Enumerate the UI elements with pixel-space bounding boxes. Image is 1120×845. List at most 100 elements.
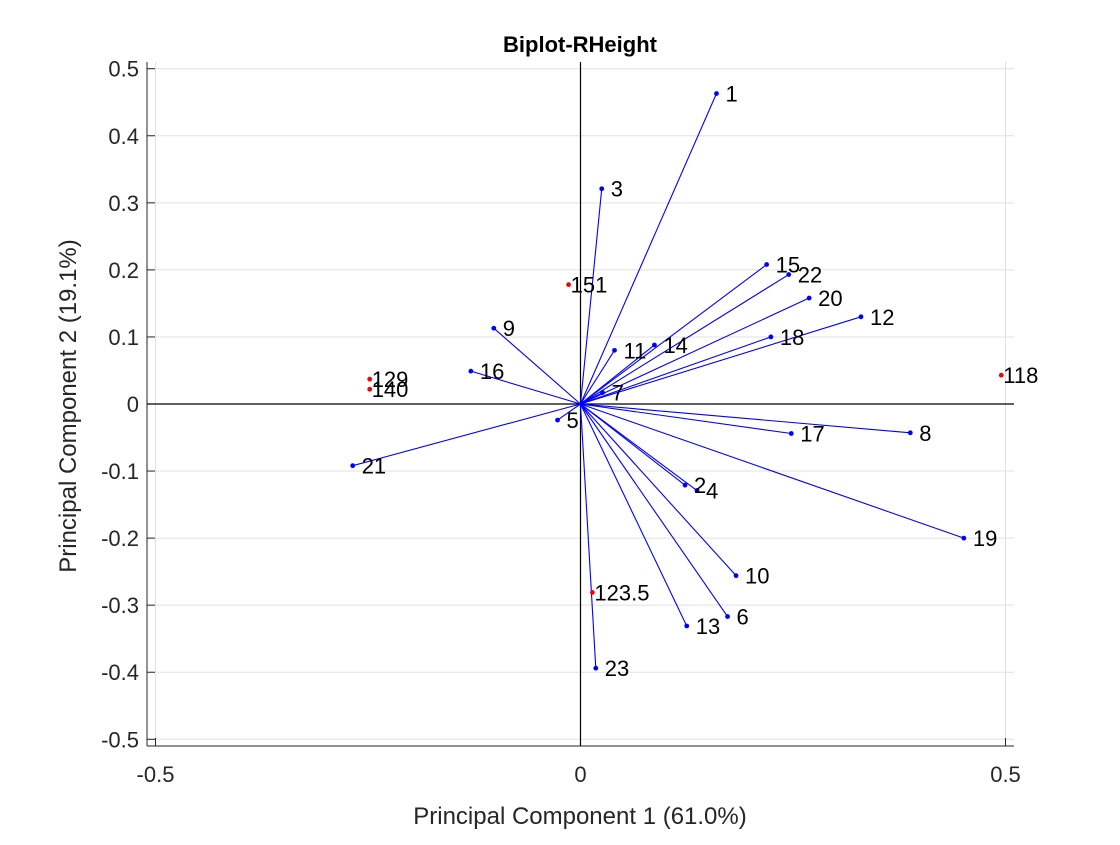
loading-vector-line: [580, 403, 965, 539]
x-axis-label: Principal Component 1 (61.0%): [413, 803, 747, 830]
observation-point: [998, 372, 1004, 378]
loading-vector-label: 9: [503, 316, 515, 341]
x-tick-label: 0: [574, 762, 586, 787]
loading-vector-label: 18: [780, 325, 804, 350]
observation-point: [590, 590, 595, 595]
y-tick-label: -0.5: [101, 727, 139, 752]
loading-vector-label: 7: [612, 381, 624, 406]
loading-vector-label: 4: [706, 479, 718, 504]
loading-vector-line: [580, 403, 737, 577]
observation-label: 151: [571, 273, 608, 298]
loading-vector-label: 6: [737, 605, 749, 630]
loading-vector-line: [352, 403, 581, 467]
loading-vector-point: [733, 573, 739, 579]
y-tick-label: 0.4: [108, 124, 139, 149]
loading-vector-label: 11: [624, 338, 647, 363]
loading-vector-line: [580, 403, 792, 435]
loading-vector-point: [725, 614, 730, 619]
observation-point: [367, 376, 373, 382]
loading-vector-point: [612, 347, 617, 353]
loading-vector-point: [682, 482, 688, 488]
loading-vector-line: [493, 327, 581, 405]
loading-vector-line: [580, 316, 862, 405]
observation-point: [367, 386, 373, 392]
x-tick-label: 0.5: [990, 762, 1021, 787]
loading-vector-label: 16: [480, 359, 504, 384]
observation-point: [566, 282, 571, 288]
loading-vector-point: [806, 295, 812, 301]
loading-vector-line: [470, 370, 581, 405]
loading-vector-point: [684, 623, 690, 629]
loading-vector-label: 20: [818, 286, 842, 311]
loading-vector-point: [600, 390, 605, 395]
loading-vector-label: 2: [694, 473, 706, 498]
loading-vector-line: [580, 264, 767, 405]
loading-vector-line: [580, 403, 729, 617]
loading-vector-point: [593, 665, 599, 671]
observation-label: 118: [1003, 363, 1038, 388]
loading-vector-point: [350, 463, 356, 469]
loading-vector-line: [580, 403, 688, 627]
loading-vector-line: [579, 403, 597, 669]
y-tick-label: -0.3: [101, 593, 139, 618]
x-tick-label: -0.5: [137, 762, 175, 787]
loading-vector-point: [599, 186, 605, 192]
loading-vector-point: [694, 488, 700, 493]
loading-vector-line: [579, 93, 718, 405]
loading-vector-label: 23: [605, 656, 629, 681]
loading-vector-label: 3: [611, 177, 623, 202]
observation-label: 123.5: [594, 580, 649, 605]
loading-vectors: [350, 91, 1004, 671]
loading-vector-label: 12: [870, 305, 894, 330]
y-tick-label: -0.2: [101, 526, 139, 551]
loading-vector-line: [580, 344, 655, 405]
loading-vector-point: [764, 262, 770, 267]
loading-vector-label: 8: [919, 421, 931, 446]
loading-vector-label: 22: [798, 263, 822, 288]
loading-vector-point: [788, 431, 794, 436]
loading-vector-point: [468, 368, 474, 374]
loading-vector-point: [714, 91, 719, 96]
loading-vector-point: [491, 325, 497, 331]
loading-vector-line: [579, 188, 603, 405]
loading-vector-label: 13: [696, 614, 720, 639]
loading-vector-line: [580, 274, 790, 405]
y-tick-label: 0: [127, 392, 139, 417]
loading-vector-line: [580, 392, 603, 405]
y-tick-label: 0.2: [108, 258, 139, 283]
loading-vector-point: [786, 272, 792, 277]
loading-vector-label: 5: [567, 408, 579, 433]
loading-vector-label: 1: [726, 82, 738, 107]
loading-vector-label: 17: [800, 422, 824, 447]
chart-title: Biplot-RHeight: [503, 32, 658, 57]
loading-vector-line: [557, 403, 581, 421]
loading-vector-line: [580, 403, 698, 491]
loading-vector-line: [580, 336, 772, 405]
loading-vector-label: 14: [663, 333, 687, 358]
y-axis-label: Principal Component 2 (19.1%): [55, 239, 82, 573]
loading-vector-line: [580, 403, 911, 434]
loading-vector-point: [961, 535, 967, 541]
observation-label: 129: [372, 367, 409, 392]
observation-label: 140: [372, 377, 409, 402]
y-tick-label: -0.1: [101, 459, 139, 484]
loading-vector-line: [580, 350, 615, 405]
axes: 0.5 0.4 0.3 0.2 0.1 0 -0.1 -0.2 -0.3 -0.4 -0.5 -0.5…: [101, 57, 1021, 787]
loading-vector-label: 21: [362, 454, 386, 479]
loading-vector-point: [858, 314, 864, 320]
loading-vector-label: 15: [776, 253, 800, 278]
loading-vector-line: [580, 297, 810, 405]
loading-vector-label: 19: [973, 526, 997, 551]
loading-vector-point: [907, 430, 913, 436]
loading-vector-point: [652, 342, 657, 348]
y-tick-label: -0.4: [101, 660, 139, 685]
loading-vector-point: [555, 417, 560, 423]
y-tick-label: 0.3: [108, 191, 139, 216]
y-tick-label: 0.5: [108, 57, 139, 82]
loading-vector-label: 10: [745, 564, 769, 589]
loading-vector-point: [768, 334, 774, 340]
